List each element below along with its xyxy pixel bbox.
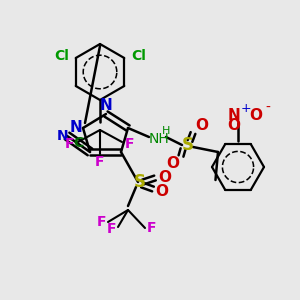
Text: N: N — [56, 129, 68, 143]
Text: F: F — [106, 222, 116, 236]
Text: S: S — [182, 136, 194, 154]
Text: C: C — [74, 136, 84, 150]
Text: O: O — [158, 170, 172, 185]
Text: F: F — [125, 137, 135, 151]
Text: O: O — [167, 157, 179, 172]
Text: F: F — [96, 215, 106, 229]
Text: -: - — [266, 101, 270, 115]
Text: O: O — [155, 184, 169, 200]
Text: N: N — [100, 98, 112, 112]
Text: O: O — [250, 107, 262, 122]
Text: F: F — [95, 155, 105, 169]
Text: +: + — [241, 101, 251, 115]
Text: F: F — [146, 221, 156, 235]
Text: NH: NH — [148, 132, 170, 146]
Text: H: H — [162, 126, 170, 136]
Text: N: N — [228, 107, 240, 122]
Text: S: S — [134, 173, 146, 191]
Text: Cl: Cl — [131, 49, 146, 63]
Text: F: F — [65, 137, 75, 151]
Text: Cl: Cl — [54, 49, 69, 63]
Text: O: O — [196, 118, 208, 133]
Text: N: N — [70, 121, 83, 136]
Text: O: O — [227, 118, 241, 133]
